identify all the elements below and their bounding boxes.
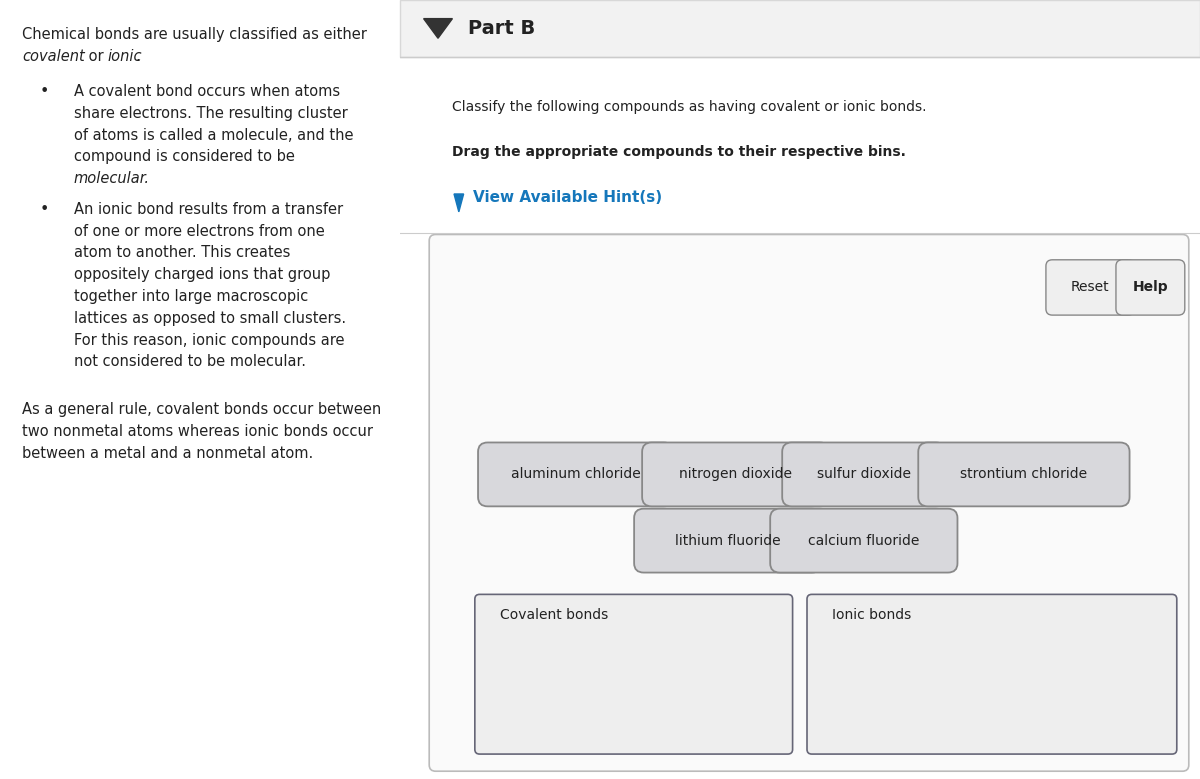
FancyBboxPatch shape — [478, 442, 673, 506]
Text: of atoms is called a molecule, and the: of atoms is called a molecule, and the — [74, 128, 354, 143]
Text: compound is considered to be: compound is considered to be — [74, 150, 295, 164]
Text: atom to another. This creates: atom to another. This creates — [74, 245, 290, 260]
Text: Reset: Reset — [1072, 280, 1110, 294]
Text: two nonmetal atoms whereas ionic bonds occur: two nonmetal atoms whereas ionic bonds o… — [22, 425, 373, 439]
Text: Covalent bonds: Covalent bonds — [499, 608, 608, 622]
Text: strontium chloride: strontium chloride — [960, 467, 1087, 481]
Text: together into large macroscopic: together into large macroscopic — [74, 289, 308, 304]
Text: An ionic bond results from a transfer: An ionic bond results from a transfer — [74, 202, 343, 217]
Polygon shape — [454, 194, 463, 212]
Text: Part B: Part B — [468, 19, 535, 38]
Text: or: or — [84, 49, 108, 64]
Text: Chemical bonds are usually classified as either: Chemical bonds are usually classified as… — [22, 27, 367, 42]
Text: between a metal and a nonmetal atom.: between a metal and a nonmetal atom. — [22, 446, 313, 461]
Text: sulfur dioxide: sulfur dioxide — [817, 467, 911, 481]
Text: lithium fluoride: lithium fluoride — [674, 534, 780, 548]
Text: As a general rule, covalent bonds occur between: As a general rule, covalent bonds occur … — [22, 403, 382, 418]
FancyBboxPatch shape — [1046, 260, 1135, 315]
FancyBboxPatch shape — [400, 0, 1200, 57]
Text: calcium fluoride: calcium fluoride — [808, 534, 919, 548]
Text: View Available Hint(s): View Available Hint(s) — [473, 190, 662, 205]
FancyBboxPatch shape — [475, 594, 792, 754]
Text: Help: Help — [1133, 280, 1168, 294]
Text: aluminum chloride: aluminum chloride — [511, 467, 641, 481]
Text: •: • — [40, 84, 49, 99]
Text: not considered to be molecular.: not considered to be molecular. — [74, 354, 306, 369]
FancyBboxPatch shape — [430, 234, 1189, 771]
FancyBboxPatch shape — [918, 442, 1129, 506]
Text: ionic: ionic — [108, 49, 143, 64]
FancyBboxPatch shape — [642, 442, 829, 506]
Polygon shape — [424, 19, 452, 38]
Text: Classify the following compounds as having covalent or ionic bonds.: Classify the following compounds as havi… — [451, 100, 926, 114]
Text: •: • — [40, 202, 49, 217]
Text: share electrons. The resulting cluster: share electrons. The resulting cluster — [74, 106, 348, 121]
FancyBboxPatch shape — [782, 442, 946, 506]
FancyBboxPatch shape — [634, 509, 822, 573]
Text: of one or more electrons from one: of one or more electrons from one — [74, 224, 325, 238]
Text: oppositely charged ions that group: oppositely charged ions that group — [74, 267, 330, 282]
Text: A covalent bond occurs when atoms: A covalent bond occurs when atoms — [74, 84, 340, 99]
Text: molecular.: molecular. — [74, 171, 150, 186]
Text: covalent: covalent — [22, 49, 85, 64]
Text: Ionic bonds: Ionic bonds — [832, 608, 911, 622]
Text: lattices as opposed to small clusters.: lattices as opposed to small clusters. — [74, 311, 346, 326]
Text: .: . — [136, 49, 140, 64]
Text: nitrogen dioxide: nitrogen dioxide — [679, 467, 792, 481]
FancyBboxPatch shape — [1116, 260, 1184, 315]
FancyBboxPatch shape — [770, 509, 958, 573]
Text: For this reason, ionic compounds are: For this reason, ionic compounds are — [74, 333, 344, 347]
Text: Drag the appropriate compounds to their respective bins.: Drag the appropriate compounds to their … — [451, 145, 906, 159]
FancyBboxPatch shape — [808, 594, 1177, 754]
